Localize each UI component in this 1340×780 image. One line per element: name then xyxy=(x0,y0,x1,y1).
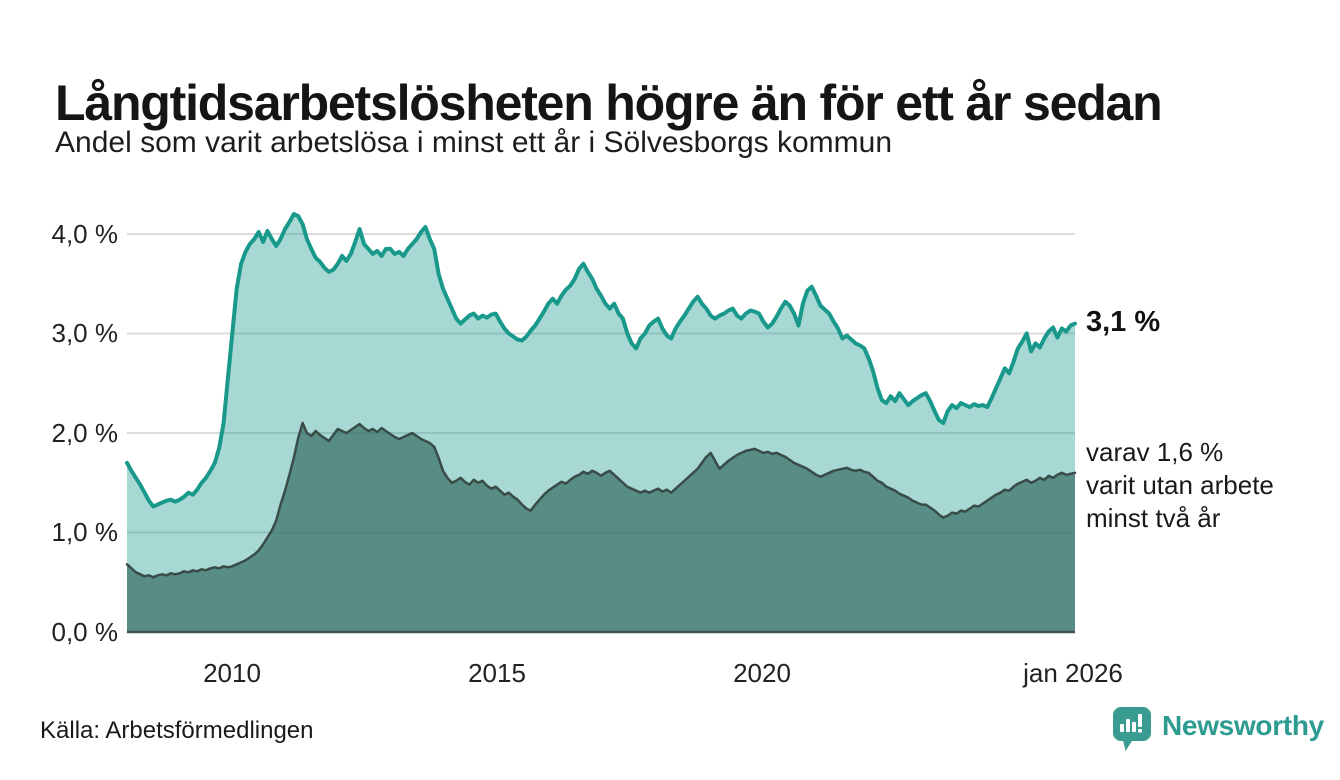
exclamation-bar xyxy=(1138,714,1142,727)
newsworthy-logo[interactable]: Newsworthy xyxy=(1112,706,1324,753)
series-end-label-two-year: varav 1,6 % varit utan arbete minst två … xyxy=(1086,436,1274,535)
y-tick-label-3: 3,0 % xyxy=(51,318,119,348)
x-tick-label-2015: 2015 xyxy=(468,658,526,688)
y-tick-label-2: 2,0 % xyxy=(51,418,119,448)
series-end-label-two-year-line2: varit utan arbete xyxy=(1086,470,1274,500)
y-tick-label-1: 1,0 % xyxy=(51,517,119,547)
y-tick-label-4: 4,0 % xyxy=(51,219,119,249)
chart-title: Långtidsarbetslösheten högre än för ett … xyxy=(55,74,1163,131)
chart-subtitle: Andel som varit arbetslösa i minst ett å… xyxy=(55,126,892,159)
exclamation-dot xyxy=(1138,729,1142,733)
newsworthy-wordmark: Newsworthy xyxy=(1162,710,1324,741)
source-note: Källa: Arbetsförmedlingen xyxy=(40,717,314,744)
series-end-label-two-year-line1: varav 1,6 % xyxy=(1086,437,1224,467)
series-end-label-two-year-line3: minst två år xyxy=(1086,503,1221,533)
x-tick-label-2020: 2020 xyxy=(733,658,791,688)
y-tick-label-0: 0,0 % xyxy=(51,617,119,647)
series-end-label-one-year: 3,1 % xyxy=(1086,306,1161,338)
bar-chart-glyph xyxy=(1120,714,1142,733)
x-tick-label-jan-2026: jan 2026 xyxy=(1023,658,1123,688)
x-tick-label-2010: 2010 xyxy=(203,658,261,688)
newsworthy-logo-icon xyxy=(1113,707,1151,751)
